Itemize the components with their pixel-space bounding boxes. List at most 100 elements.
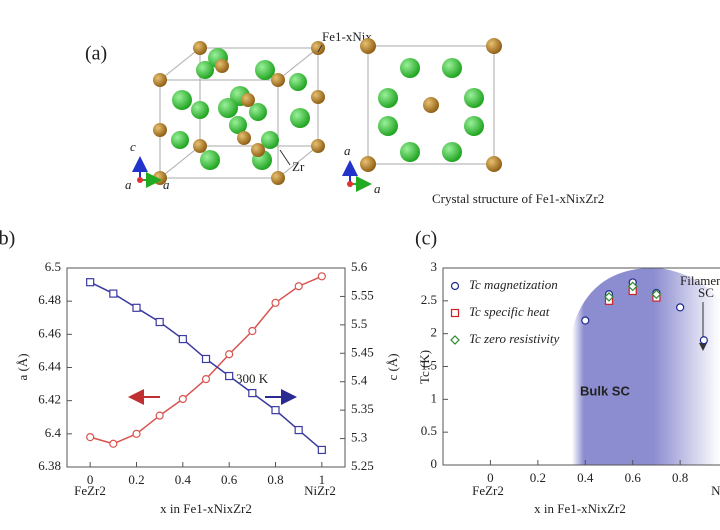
data-point: [627, 281, 638, 292]
crystal-panel: (a) Fe1-xNix Zr c a a a a Crystal struct…: [85, 29, 604, 206]
y2-tick-label: 5.4: [351, 373, 368, 388]
x-end-label: FeZr2: [472, 483, 504, 498]
y2-tick-label: 5.6: [351, 259, 368, 274]
legend-label: Tc zero resistivity: [469, 331, 560, 346]
y-tick-label: 3: [431, 259, 438, 274]
legend-marker: [450, 335, 460, 345]
panel-label: (c): [415, 228, 437, 250]
data-point: [155, 317, 164, 327]
y2-tick-label: 5.45: [351, 344, 374, 359]
x-tick-label: 0: [487, 470, 494, 485]
legend-marker: [450, 308, 460, 318]
data-point: [201, 354, 211, 364]
y-tick-label: 6.38: [38, 458, 61, 473]
data-point: [271, 406, 280, 415]
legend-label: Tc magnetization: [469, 277, 558, 292]
zr-atoms: [378, 58, 484, 162]
data-point: [86, 433, 95, 442]
x-tick-label: 0.6: [625, 470, 642, 485]
y2-tick-label: 5.3: [351, 430, 367, 445]
x-end-label: NiZr2: [304, 483, 336, 498]
x-tick-label: 0.4: [175, 472, 192, 487]
data-point: [294, 282, 303, 291]
legend-label: Tc specific heat: [469, 304, 550, 319]
x-tick-label: 0.8: [672, 470, 688, 485]
y2-tick-label: 5.55: [351, 287, 374, 302]
pointer: [279, 44, 323, 166]
y-tick-label: 0: [431, 456, 438, 471]
data-point: [676, 303, 685, 312]
data-point: [109, 289, 118, 298]
data-point: [294, 425, 303, 435]
y2-tick-label: 5.5: [351, 316, 367, 331]
axis-icon: [342, 160, 372, 192]
data-point: [317, 445, 326, 455]
caption: Crystal structure of Fe1-xNixZr2: [432, 191, 604, 206]
y-axis-label: a (Å): [15, 353, 30, 380]
y-tick-label: 6.4: [45, 425, 62, 440]
data-point: [155, 411, 164, 420]
region-label: Bulk SC: [580, 383, 630, 398]
x-tick-label: 0.8: [267, 472, 283, 487]
x-tick-label: 0.2: [530, 470, 546, 485]
x-tick-label: 1: [319, 472, 326, 487]
axis-label: c: [130, 139, 136, 154]
y-tick-label: 1.5: [421, 357, 437, 372]
data-point: [317, 272, 326, 281]
x-axis-label: x in Fe1-xNixZr2: [534, 501, 626, 516]
y-tick-label: 2: [431, 325, 438, 340]
data-point: [132, 303, 141, 312]
projection-edges: [367, 45, 495, 165]
panel-label: (b): [0, 228, 15, 250]
fe-ni-atoms: [153, 41, 325, 185]
data-point: [604, 292, 614, 302]
axis-label: a: [374, 181, 381, 196]
y-axis-label: Tc (K): [417, 350, 432, 384]
data-point: [248, 326, 257, 336]
data-point: [581, 316, 590, 325]
data-point: [109, 439, 118, 448]
data-point: [132, 429, 141, 438]
data-point: [225, 371, 234, 381]
y-tick-label: 1: [431, 390, 438, 405]
zr-atoms: [171, 48, 310, 170]
legend-marker: [450, 281, 460, 291]
data-point: [178, 334, 187, 344]
annotation: Filamentary: [680, 273, 720, 288]
annotation: SC: [698, 285, 714, 300]
y-tick-label: 6.46: [38, 325, 61, 340]
x-end-label: NiZr2: [711, 483, 720, 498]
data-point: [248, 388, 257, 398]
y-tick-label: 6.5: [45, 259, 61, 274]
x-tick-label: 0.4: [577, 470, 594, 485]
y-tick-label: 2.5: [421, 292, 437, 307]
x-axis-label: x in Fe1-xNixZr2: [160, 501, 252, 516]
data-point: [651, 289, 662, 300]
axis-label: a: [125, 177, 132, 192]
y2-axis-label: c (Å): [385, 353, 400, 380]
data-point: [225, 350, 234, 359]
y-tick-label: 0.5: [421, 423, 437, 438]
series-line: [89, 281, 323, 451]
sc-region: [572, 267, 720, 465]
fe-ni-atoms: [360, 38, 502, 172]
data-point: [178, 394, 187, 404]
y2-tick-label: 5.35: [351, 401, 374, 416]
plot-frame: [66, 267, 346, 468]
axis-label: a: [163, 177, 170, 192]
x-tick-label: 0.2: [128, 472, 144, 487]
axis-label: a: [344, 143, 351, 158]
data-point: [271, 298, 280, 307]
x-tick-label: 0: [87, 472, 94, 487]
data-point: [86, 278, 95, 287]
y-tick-label: 6.42: [38, 392, 61, 407]
y2-tick-label: 5.25: [351, 458, 374, 473]
annotation: 300 K: [236, 371, 269, 386]
x-tick-label: 0.6: [221, 472, 238, 487]
y-tick-label: 6.48: [38, 292, 61, 307]
y-tick-label: 6.44: [38, 358, 61, 373]
x-end-label: FeZr2: [74, 483, 106, 498]
data-point: [201, 375, 211, 384]
